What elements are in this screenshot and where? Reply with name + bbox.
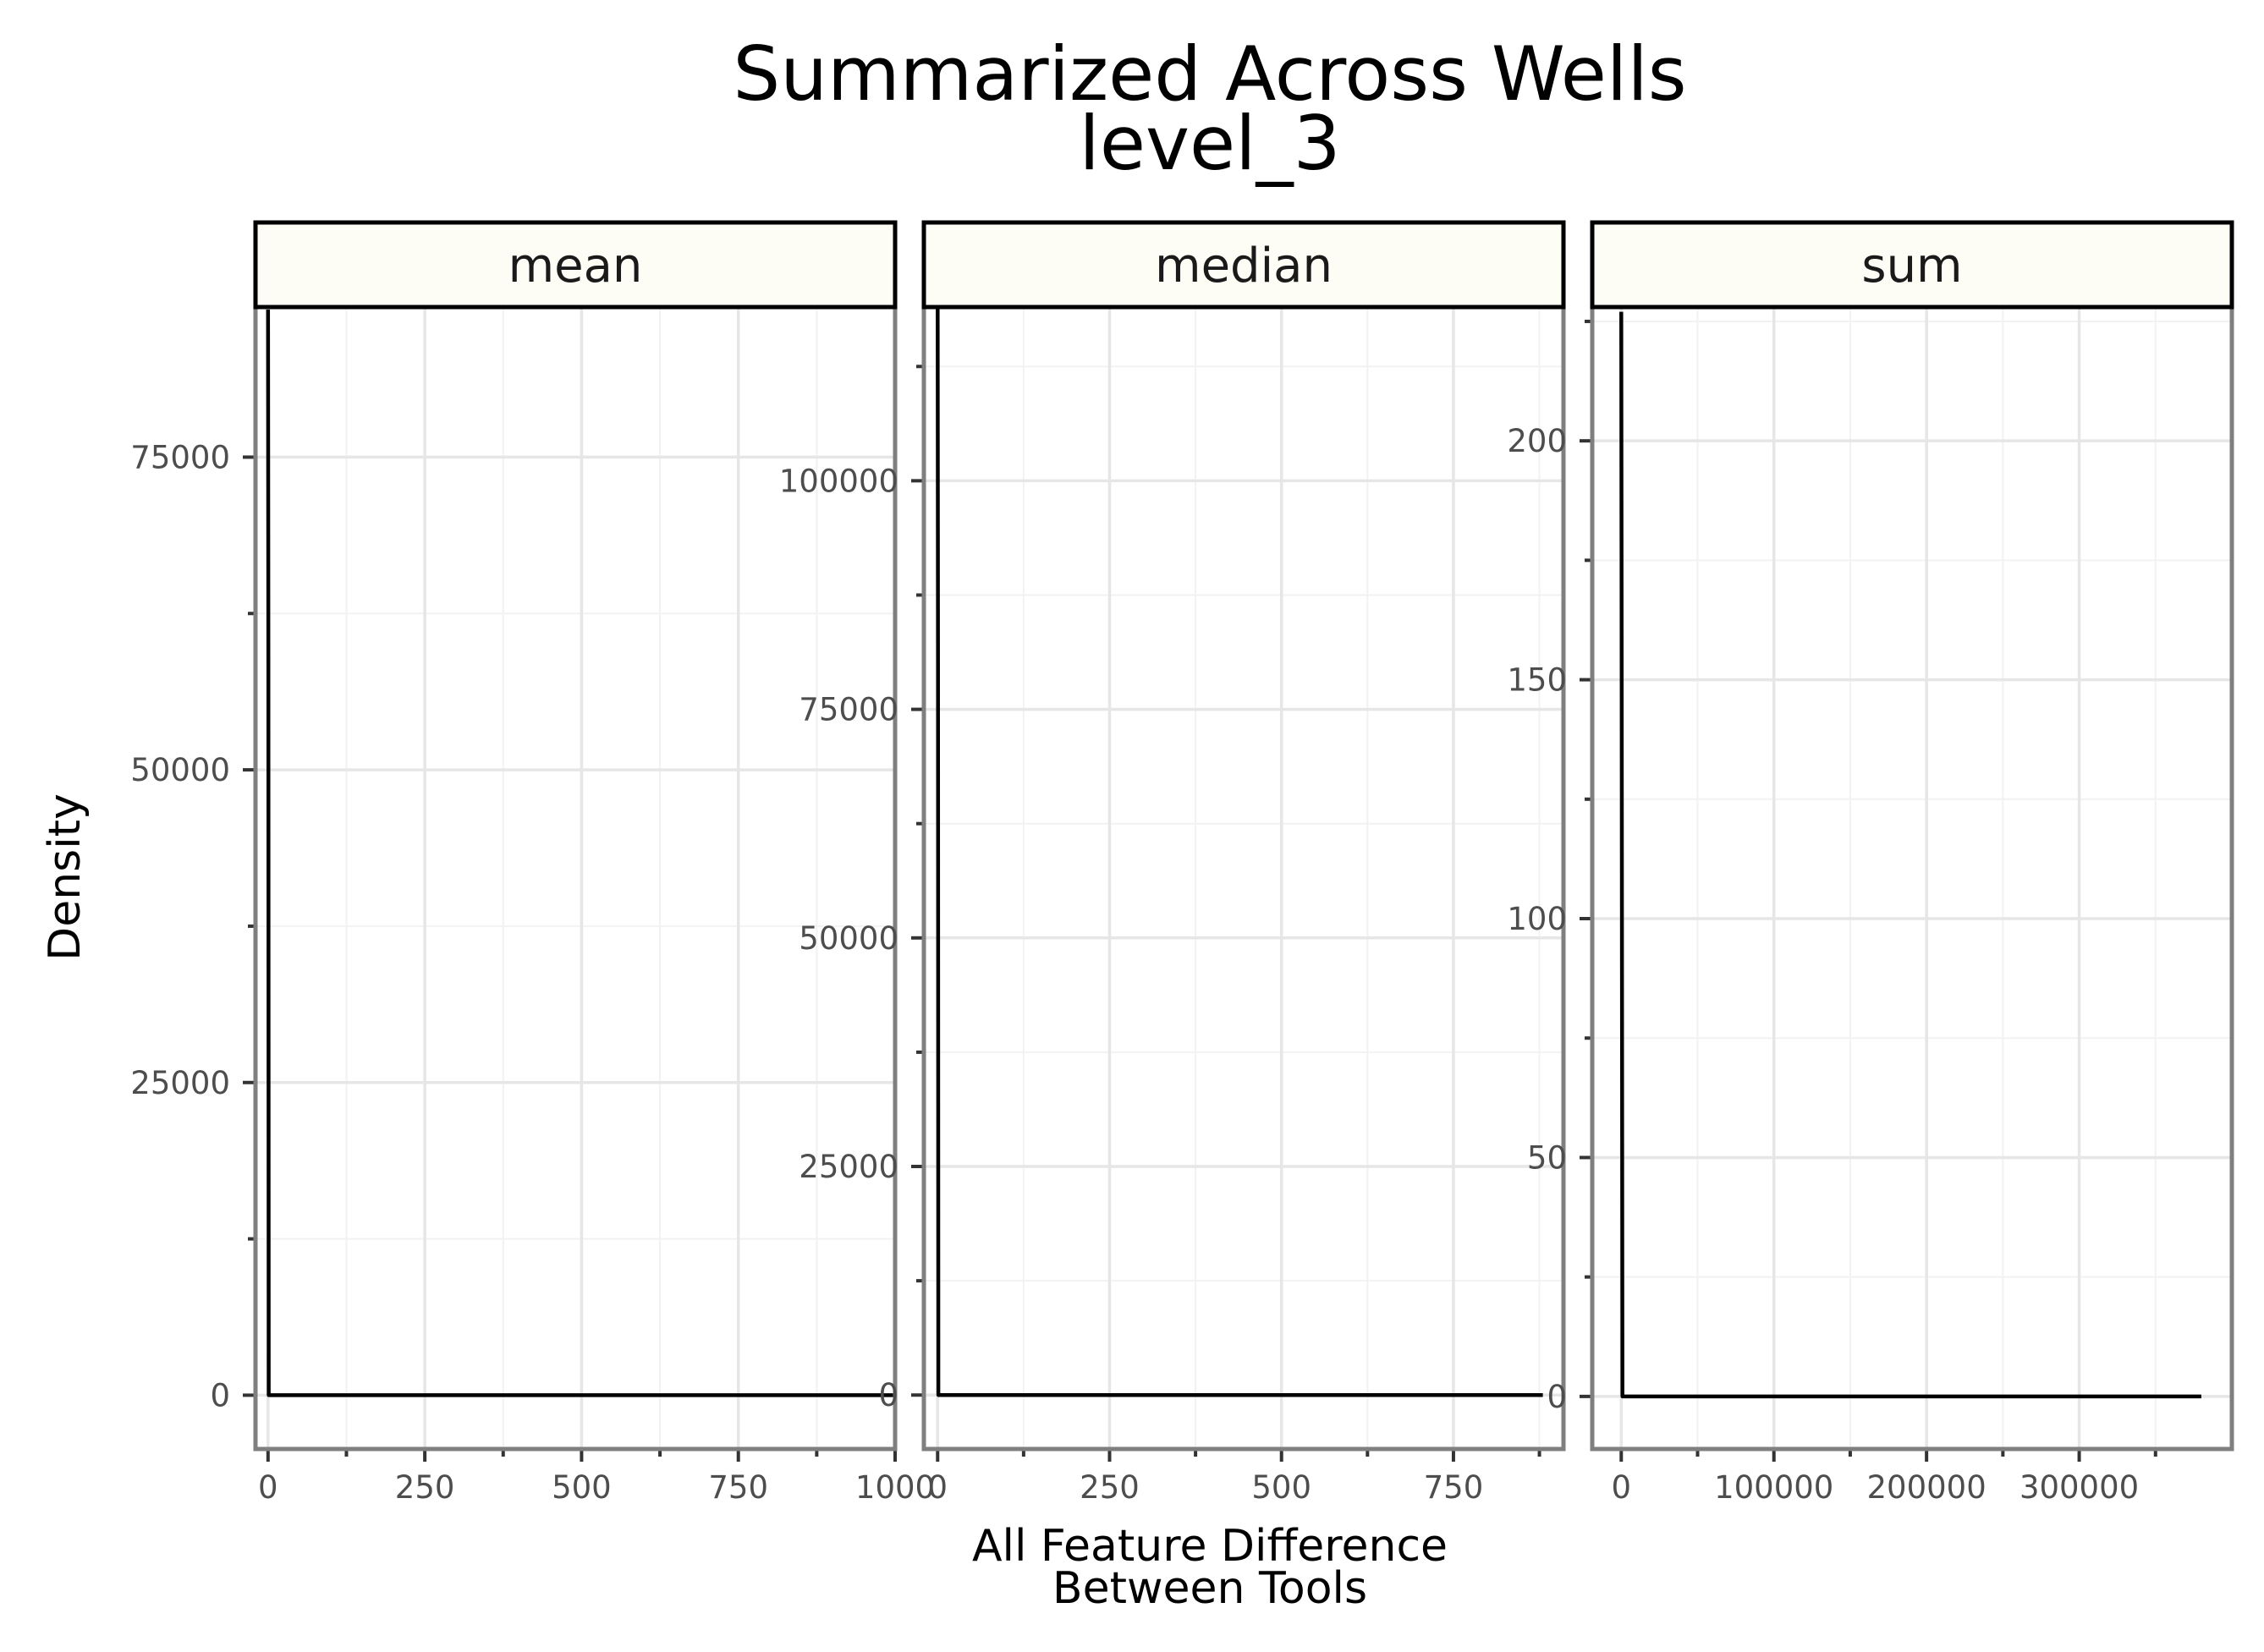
x-tick-label: 500 [552,1469,612,1506]
facet-strip [921,220,1566,310]
x-tick-label: 0 [1612,1469,1632,1506]
x-tick-label: 0 [258,1469,278,1506]
y-tick-label: 200 [1507,423,1567,459]
y-tick-label: 25000 [130,1065,230,1101]
y-tick-label: 100000 [779,463,898,499]
facet-strip-label: median [1155,239,1333,294]
x-tick-label: 0 [927,1469,948,1506]
y-tick-label: 0 [878,1377,898,1413]
panel-border [921,305,1566,1452]
x-tick-label: 500 [1251,1469,1311,1506]
y-tick-label: 25000 [799,1149,898,1185]
y-tick-label: 100 [1507,901,1567,937]
x-tick-label: 1000 [855,1469,935,1506]
y-tick-label: 75000 [799,692,898,728]
y-tick-label: 50 [1527,1139,1567,1176]
y-tick-label: 0 [1547,1379,1567,1415]
x-tick-label: 300000 [2019,1469,2139,1506]
facet-strip-label: mean [508,239,643,294]
density-line [266,309,895,1397]
x-axis-title-line2: Between Tools [1052,1563,1367,1614]
facet-sum: 0 100000 200000 300000 0 50 100 150 200 sum [1507,220,2234,1506]
chart-title-line1: Summarized Across Wells [733,30,1686,118]
facet-strip [1590,220,2234,310]
y-tick-label: 50000 [130,752,230,788]
y-tick-label: 0 [210,1377,230,1413]
chart-title-line2: level_3 [1079,100,1340,187]
x-tick-label: 750 [708,1469,768,1506]
facet-strip [253,220,898,310]
x-tick-label: 200000 [1867,1469,1986,1506]
y-axis-title: Density [40,793,91,961]
y-tick-label: 50000 [799,920,898,957]
x-tick-label: 100000 [1714,1469,1833,1506]
x-tick-label: 250 [1080,1469,1140,1506]
x-axis-title-line1: All Feature Difference [972,1521,1448,1572]
density-line [1619,311,2201,1399]
x-tick-label: 750 [1424,1469,1484,1506]
y-tick-label: 150 [1507,662,1567,699]
x-tick-label: 250 [395,1469,455,1506]
y-tick-label: 75000 [130,439,230,475]
facet-strip-label: sum [1861,239,1962,294]
density-line [936,308,1543,1397]
facet-mean: 0 250 500 750 1000 0 25000 50000 75000 mean [130,220,935,1506]
